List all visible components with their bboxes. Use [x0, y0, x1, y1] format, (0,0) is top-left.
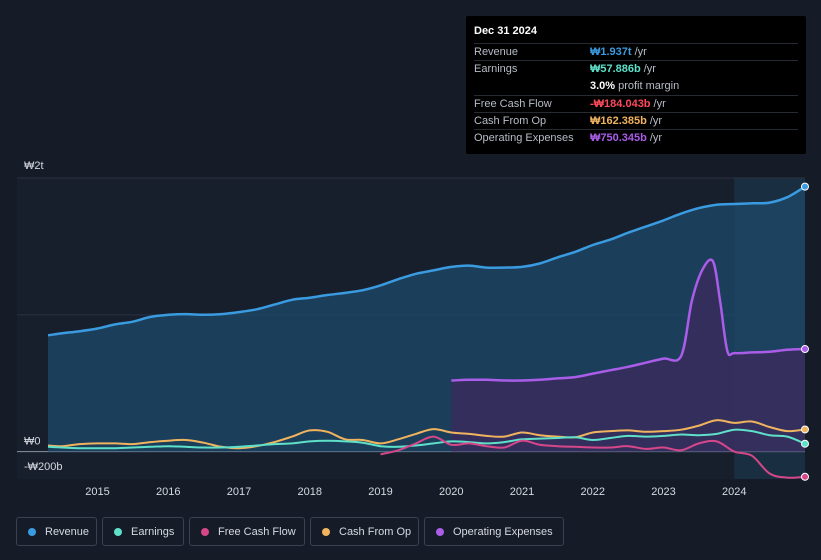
tooltip-row-revenue: Revenue ₩1.937t /yr: [474, 43, 798, 60]
tooltip-label: Free Cash Flow: [474, 97, 552, 110]
x-tick-label: 2024: [722, 486, 746, 498]
x-tick-label: 2022: [581, 486, 605, 498]
free-cash-flow-line: [380, 435, 806, 479]
legend-revenue[interactable]: Revenue: [16, 517, 97, 546]
data-tooltip: Dec 31 2024 Revenue ₩1.937t /yr Earnings…: [466, 16, 806, 154]
legend-dot-icon: [114, 527, 122, 536]
x-tick-label: 2021: [510, 486, 534, 498]
tooltip-unit: /yr: [634, 46, 647, 59]
tooltip-label: Cash From Op: [474, 114, 547, 127]
series-lines: [47, 185, 806, 479]
free-cash-flow-endpoint: [801, 472, 809, 481]
series-areas: [48, 186, 805, 452]
legend-dot-icon: [201, 527, 209, 536]
legend-label: Earnings: [131, 525, 175, 538]
x-tick-label: 2023: [651, 486, 675, 498]
series-endpoints: [801, 182, 809, 481]
cash-from-op-endpoint: [801, 425, 809, 434]
tooltip-label: Revenue: [474, 46, 519, 59]
tooltip-row-earnings: Earnings ₩57.886b /yr: [474, 60, 798, 77]
tooltip-value: ₩750.345b: [590, 132, 647, 145]
x-tick-label: 2019: [368, 486, 392, 498]
tooltip-row-free-cash-flow: Free Cash Flow -₩184.043b /yr: [474, 94, 798, 112]
tooltip-label: Earnings: [474, 63, 518, 76]
legend-cash-from-op[interactable]: Cash From Op: [310, 517, 419, 546]
tooltip-unit: /yr: [653, 97, 666, 110]
earnings-line: [47, 428, 806, 450]
tooltip-value: ₩1.937t: [590, 46, 632, 59]
operating-expenses-endpoint: [801, 345, 809, 354]
legend-label: Free Cash Flow: [218, 525, 296, 538]
tooltip-value: -₩184.043b: [590, 97, 651, 110]
x-axis-labels: 2015 2016 2017 2018 2019 2020 2021 2022 2023 2024: [85, 486, 746, 498]
x-tick-label: 2015: [85, 486, 109, 498]
cash-from-op-line: [47, 419, 806, 450]
y-tick-label: ₩0: [24, 436, 41, 448]
tooltip-row-cash-from-op: Cash From Op ₩162.385b /yr: [474, 111, 798, 129]
y-tick-label: -₩200b: [24, 461, 63, 473]
revenue-endpoint: [801, 182, 809, 191]
operating-expenses-area: [451, 259, 805, 452]
legend-free-cash-flow[interactable]: Free Cash Flow: [189, 517, 305, 546]
tooltip-unit: /yr: [643, 63, 656, 76]
x-tick-label: 2016: [156, 486, 180, 498]
tooltip-label: Operating Expenses: [474, 132, 574, 145]
y-tick-label: ₩2t: [24, 160, 44, 172]
legend-operating-expenses[interactable]: Operating Expenses: [424, 517, 564, 546]
tooltip-row-operating-expenses: Operating Expenses ₩750.345b /yr: [474, 128, 798, 146]
tooltip-value: ₩57.886b: [590, 63, 641, 76]
tooltip-row-profit-margin: 3.0% profit margin: [474, 77, 798, 94]
x-tick-label: 2017: [227, 486, 251, 498]
legend-label: Cash From Op: [339, 525, 412, 538]
tooltip-unit: /yr: [649, 132, 663, 145]
tooltip-date: Dec 31 2024: [474, 25, 537, 37]
x-tick-label: 2020: [439, 486, 463, 498]
tooltip-value: ₩162.385b: [590, 114, 647, 127]
operating-expenses-line: [451, 258, 806, 382]
tooltip-value: 3.0%: [590, 79, 616, 92]
tooltip-unit: profit margin: [618, 79, 680, 92]
legend-dot-icon: [28, 527, 36, 536]
legend-dot-icon: [436, 527, 444, 536]
legend-label: Operating Expenses: [453, 525, 553, 538]
legend-label: Revenue: [45, 525, 90, 538]
revenue-line: [47, 185, 806, 337]
earnings-endpoint: [801, 439, 809, 448]
legend-dot-icon: [322, 527, 330, 536]
y-axis-labels: ₩2t ₩0 -₩200b: [24, 160, 63, 473]
x-tick-label: 2018: [298, 486, 322, 498]
legend-earnings[interactable]: Earnings: [102, 517, 184, 546]
tooltip-unit: /yr: [649, 114, 663, 127]
